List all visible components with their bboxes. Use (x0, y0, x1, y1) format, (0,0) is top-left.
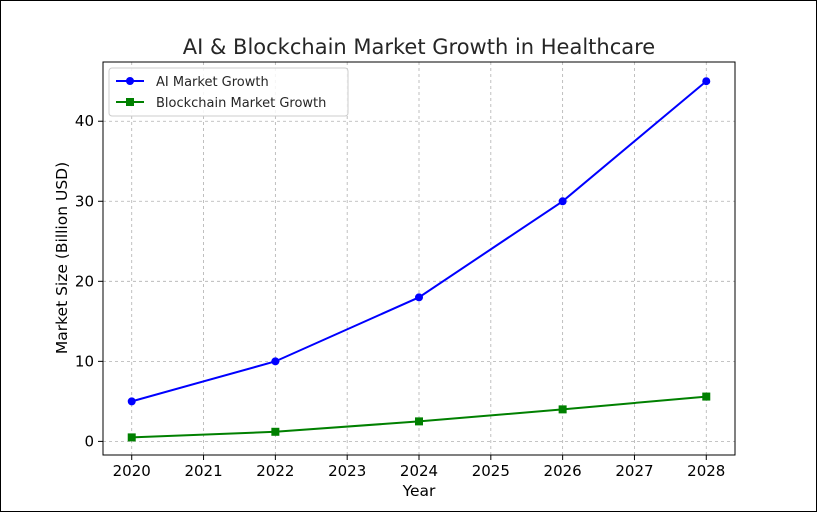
y-tick-label: 30 (75, 192, 94, 210)
y-tick-label: 10 (75, 352, 94, 370)
legend-item: Blockchain Market Growth (116, 96, 326, 111)
x-tick-label: 2028 (687, 462, 725, 480)
series-group (127, 77, 711, 442)
data-point (415, 293, 423, 302)
data-point (702, 392, 711, 401)
x-tick-label: 2021 (184, 462, 222, 480)
series-blockchain-market-growth (127, 392, 711, 442)
x-tick-label: 2025 (472, 462, 510, 480)
data-point (702, 77, 711, 86)
data-point (271, 427, 280, 436)
legend: AI Market Growth Blockchain Market Growth (108, 67, 349, 117)
x-tick-label: 2023 (328, 462, 366, 480)
y-tick-label: 40 (75, 112, 94, 130)
plot-area (102, 61, 736, 456)
data-point (127, 433, 136, 442)
data-point (271, 357, 280, 366)
data-point (558, 197, 567, 206)
x-axis-ticks: 2020 2021 2022 2023 2024 2025 2026 2027 2028 (113, 455, 725, 480)
data-point (415, 417, 423, 426)
x-tick-label: 2026 (544, 462, 582, 480)
series-ai-market-growth (127, 77, 711, 406)
legend-marker (126, 98, 134, 106)
legend-item: AI Market Growth (116, 75, 269, 90)
y-tick-label: 20 (75, 272, 94, 290)
y-tick-label: 0 (84, 432, 94, 450)
grid-lines (103, 62, 735, 455)
legend-label: AI Market Growth (156, 75, 269, 90)
y-axis-label: Market Size (Billion USD) (53, 162, 71, 354)
x-tick-label: 2027 (615, 462, 653, 480)
legend-label: Blockchain Market Growth (156, 96, 326, 111)
data-point (127, 397, 136, 406)
data-point (558, 405, 567, 414)
x-tick-label: 2020 (113, 462, 151, 480)
x-tick-label: 2022 (256, 462, 294, 480)
x-axis-label: Year (402, 482, 436, 500)
chart-title: AI & Blockchain Market Growth in Healthc… (183, 35, 655, 59)
legend-box (108, 67, 349, 117)
y-axis-ticks: 0 10 20 30 40 (75, 112, 103, 450)
x-tick-label: 2024 (400, 462, 438, 480)
legend-marker (126, 77, 134, 85)
